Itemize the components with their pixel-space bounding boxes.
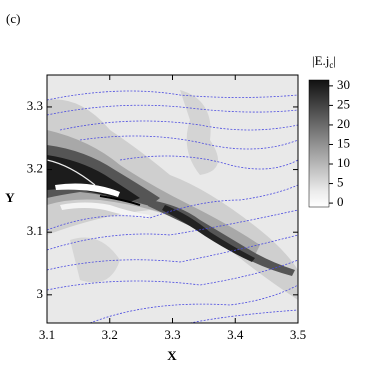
colorbar-tick-label: 20	[337, 116, 350, 131]
colorbar-title: |E.jc|	[312, 53, 336, 70]
y-axis-label: Y	[5, 190, 15, 205]
colorbar-tick-label: 5	[337, 175, 344, 190]
y-tick-label: 3.1	[27, 223, 43, 238]
colorbar	[308, 79, 330, 208]
colorbar-tick-label: 25	[337, 96, 350, 111]
panel-label: (c)	[6, 11, 20, 26]
y-tick-label: 3.2	[27, 161, 43, 176]
x-tick-label: 3.4	[227, 327, 244, 342]
x-tick-label: 3.5	[290, 327, 306, 342]
field-lines	[47, 90, 298, 323]
colorbar-tick-label: 10	[337, 155, 350, 170]
y-tick-label: 3.3	[27, 98, 43, 113]
colorbar-tick-label: 30	[337, 77, 350, 92]
x-tick-label: 3.2	[102, 327, 118, 342]
colorbar-tick-label: 0	[337, 194, 344, 209]
colorbar-tick-label: 15	[337, 135, 350, 150]
x-tick-label: 3.1	[39, 327, 55, 342]
x-tick-label: 3.3	[164, 327, 180, 342]
y-tick-label: 3	[37, 286, 44, 301]
contour-field	[47, 75, 298, 323]
x-axis-label: X	[167, 348, 177, 363]
